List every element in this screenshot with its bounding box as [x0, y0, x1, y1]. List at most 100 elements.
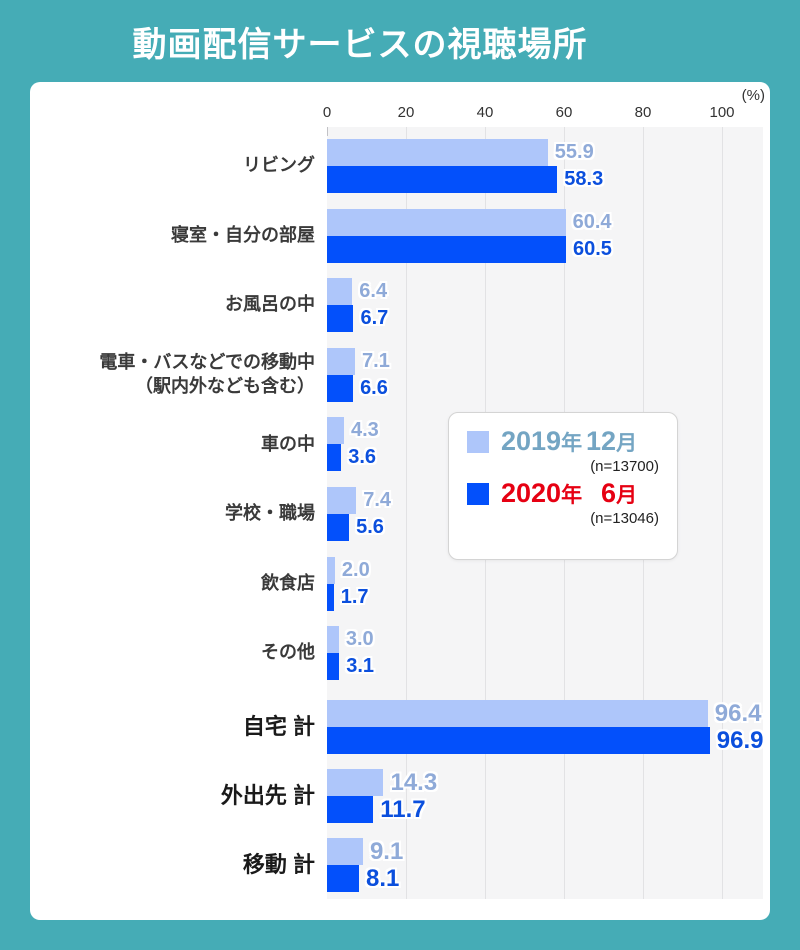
bar-2019 [327, 487, 357, 514]
bar-2020 [327, 514, 350, 541]
bar-group: 6.4 6.7 [327, 278, 763, 333]
category-label-line: その他 [261, 642, 315, 663]
legend-text-part: 2019 [501, 426, 562, 456]
category-label-line: 飲食店 [261, 572, 315, 593]
category-label: リビング [30, 139, 315, 193]
category-label-line: リビング [243, 155, 315, 176]
legend-item-2020-06: 2020年 6月 [467, 478, 661, 509]
value-label-2020: 5.6 [356, 516, 384, 538]
legend-swatch [467, 482, 489, 505]
bar-group: 14.3 11.7 [327, 769, 763, 823]
value-label-2020: 6.6 [360, 376, 388, 399]
legend-text-part: 年 [561, 484, 583, 507]
category-label: 車の中 [30, 417, 315, 471]
value-label-2019: 7.4 [363, 489, 392, 511]
legend-series-label: 2019年 12月 [501, 426, 637, 457]
category-label: 電車・バスなどでの移動中 （駅内外なども含む） [30, 348, 315, 402]
axis-tick-label: 0 [322, 104, 332, 121]
category-label-line: お風呂の中 [225, 294, 315, 315]
bar-group: 96.4 96.9 [327, 700, 763, 754]
category-label-line: 外出先 計 [220, 782, 315, 808]
bar-2020 [327, 653, 340, 681]
axis-tick-label: 80 [634, 104, 652, 121]
bar-group: 2.0 1.7 [327, 556, 763, 611]
bar-group: 4.3 3.6 [327, 417, 763, 472]
category-label-line: 車の中 [261, 433, 315, 454]
category-label-line: （駅内外なども含む） [135, 375, 315, 396]
bar-2019 [327, 700, 708, 727]
axis-unit-label: (%) [741, 87, 765, 104]
legend-series-label: 2020年 6月 [501, 478, 637, 509]
axis-tick-mark [327, 127, 328, 136]
category-label: その他 [30, 626, 315, 680]
axis-tick-label: 60 [555, 104, 573, 121]
value-label-2019: 7.1 [362, 349, 390, 372]
category-label-line: 学校・職場 [225, 503, 315, 524]
category-label-line: 移動 計 [242, 851, 315, 877]
bar-2020 [327, 796, 374, 823]
bar-2019 [327, 278, 353, 306]
legend-text-part: 月 [616, 484, 638, 507]
bar-2019 [327, 626, 339, 654]
bar-2019 [327, 556, 335, 584]
legend-text-part: 12 [586, 426, 617, 456]
value-label-2019: 14.3 [390, 769, 438, 796]
value-label-2020: 8.1 [365, 865, 400, 892]
value-label-2020: 3.6 [348, 446, 377, 469]
value-label-2020: 60.5 [572, 237, 612, 260]
value-label-2019: 3.0 [345, 628, 374, 651]
bar-2020 [327, 166, 558, 193]
category-label: お風呂の中 [30, 278, 315, 332]
legend-sample-size: (n=13046) [590, 510, 659, 527]
bar-2020 [327, 583, 334, 611]
legend: 2019年 12月 (n=13700) 2020年 6月 (n=13046) [448, 412, 678, 560]
category-label-line: 自宅 計 [242, 713, 315, 739]
axis-tick-label: 100 [709, 104, 735, 121]
value-label-2019: 4.3 [350, 419, 379, 442]
legend-sample-size: (n=13700) [590, 458, 659, 475]
value-label-2020: 6.7 [360, 307, 389, 330]
legend-swatch [467, 430, 489, 453]
category-label-line: 寝室・自分の部屋 [171, 224, 315, 245]
value-label-2020: 3.1 [346, 655, 375, 678]
category-label: 寝室・自分の部屋 [30, 209, 315, 263]
legend-text-part: 月 [616, 432, 638, 455]
category-label: 外出先 計 [30, 769, 315, 823]
legend-text-part: 2020 [501, 478, 562, 508]
bar-2020 [327, 305, 354, 333]
axis-tick-label: 20 [397, 104, 415, 121]
category-label-line: 電車・バスなどでの移動中 [99, 352, 315, 373]
bar-2019 [327, 208, 566, 236]
category-label: 移動 計 [30, 838, 315, 892]
bar-2020 [327, 444, 342, 472]
value-label-2019: 55.9 [554, 141, 594, 163]
value-label-2019: 2.0 [341, 558, 370, 581]
bar-group: 55.9 58.3 [327, 139, 763, 193]
bar-2020 [327, 374, 354, 402]
bar-2019 [327, 769, 384, 796]
category-label: 自宅 計 [30, 700, 315, 754]
bar-group: 7.1 6.6 [327, 347, 763, 402]
bar-group: 7.4 5.6 [327, 487, 763, 541]
axis-tick-label: 40 [476, 104, 494, 121]
bar-group: 3.0 3.1 [327, 626, 763, 681]
bar-group: 60.4 60.5 [327, 208, 763, 263]
page-title: 動画配信サービスの視聴場所 [132, 25, 588, 64]
legend-item-2019-12: 2019年 12月 [467, 426, 661, 457]
value-label-2019: 60.4 [572, 210, 612, 233]
bar-2019 [327, 139, 548, 166]
bar-2019 [327, 417, 344, 445]
value-label-2019: 9.1 [369, 838, 404, 865]
bar-2020 [327, 865, 359, 892]
gridline [406, 127, 407, 899]
category-label: 飲食店 [30, 557, 315, 611]
bar-2019 [327, 347, 356, 375]
bar-2019 [327, 838, 363, 865]
gridline [722, 127, 723, 899]
bar-2020 [327, 727, 710, 754]
value-label-2020: 58.3 [564, 168, 604, 190]
value-label-2020: 1.7 [340, 585, 369, 608]
chart-card: (%) 0 20 40 60 80 100 リビング 55.9 58.3 寝室・自分の部屋 60.… [30, 82, 770, 920]
legend-text-part: 6 [601, 478, 617, 508]
category-label: 学校・職場 [30, 487, 315, 541]
